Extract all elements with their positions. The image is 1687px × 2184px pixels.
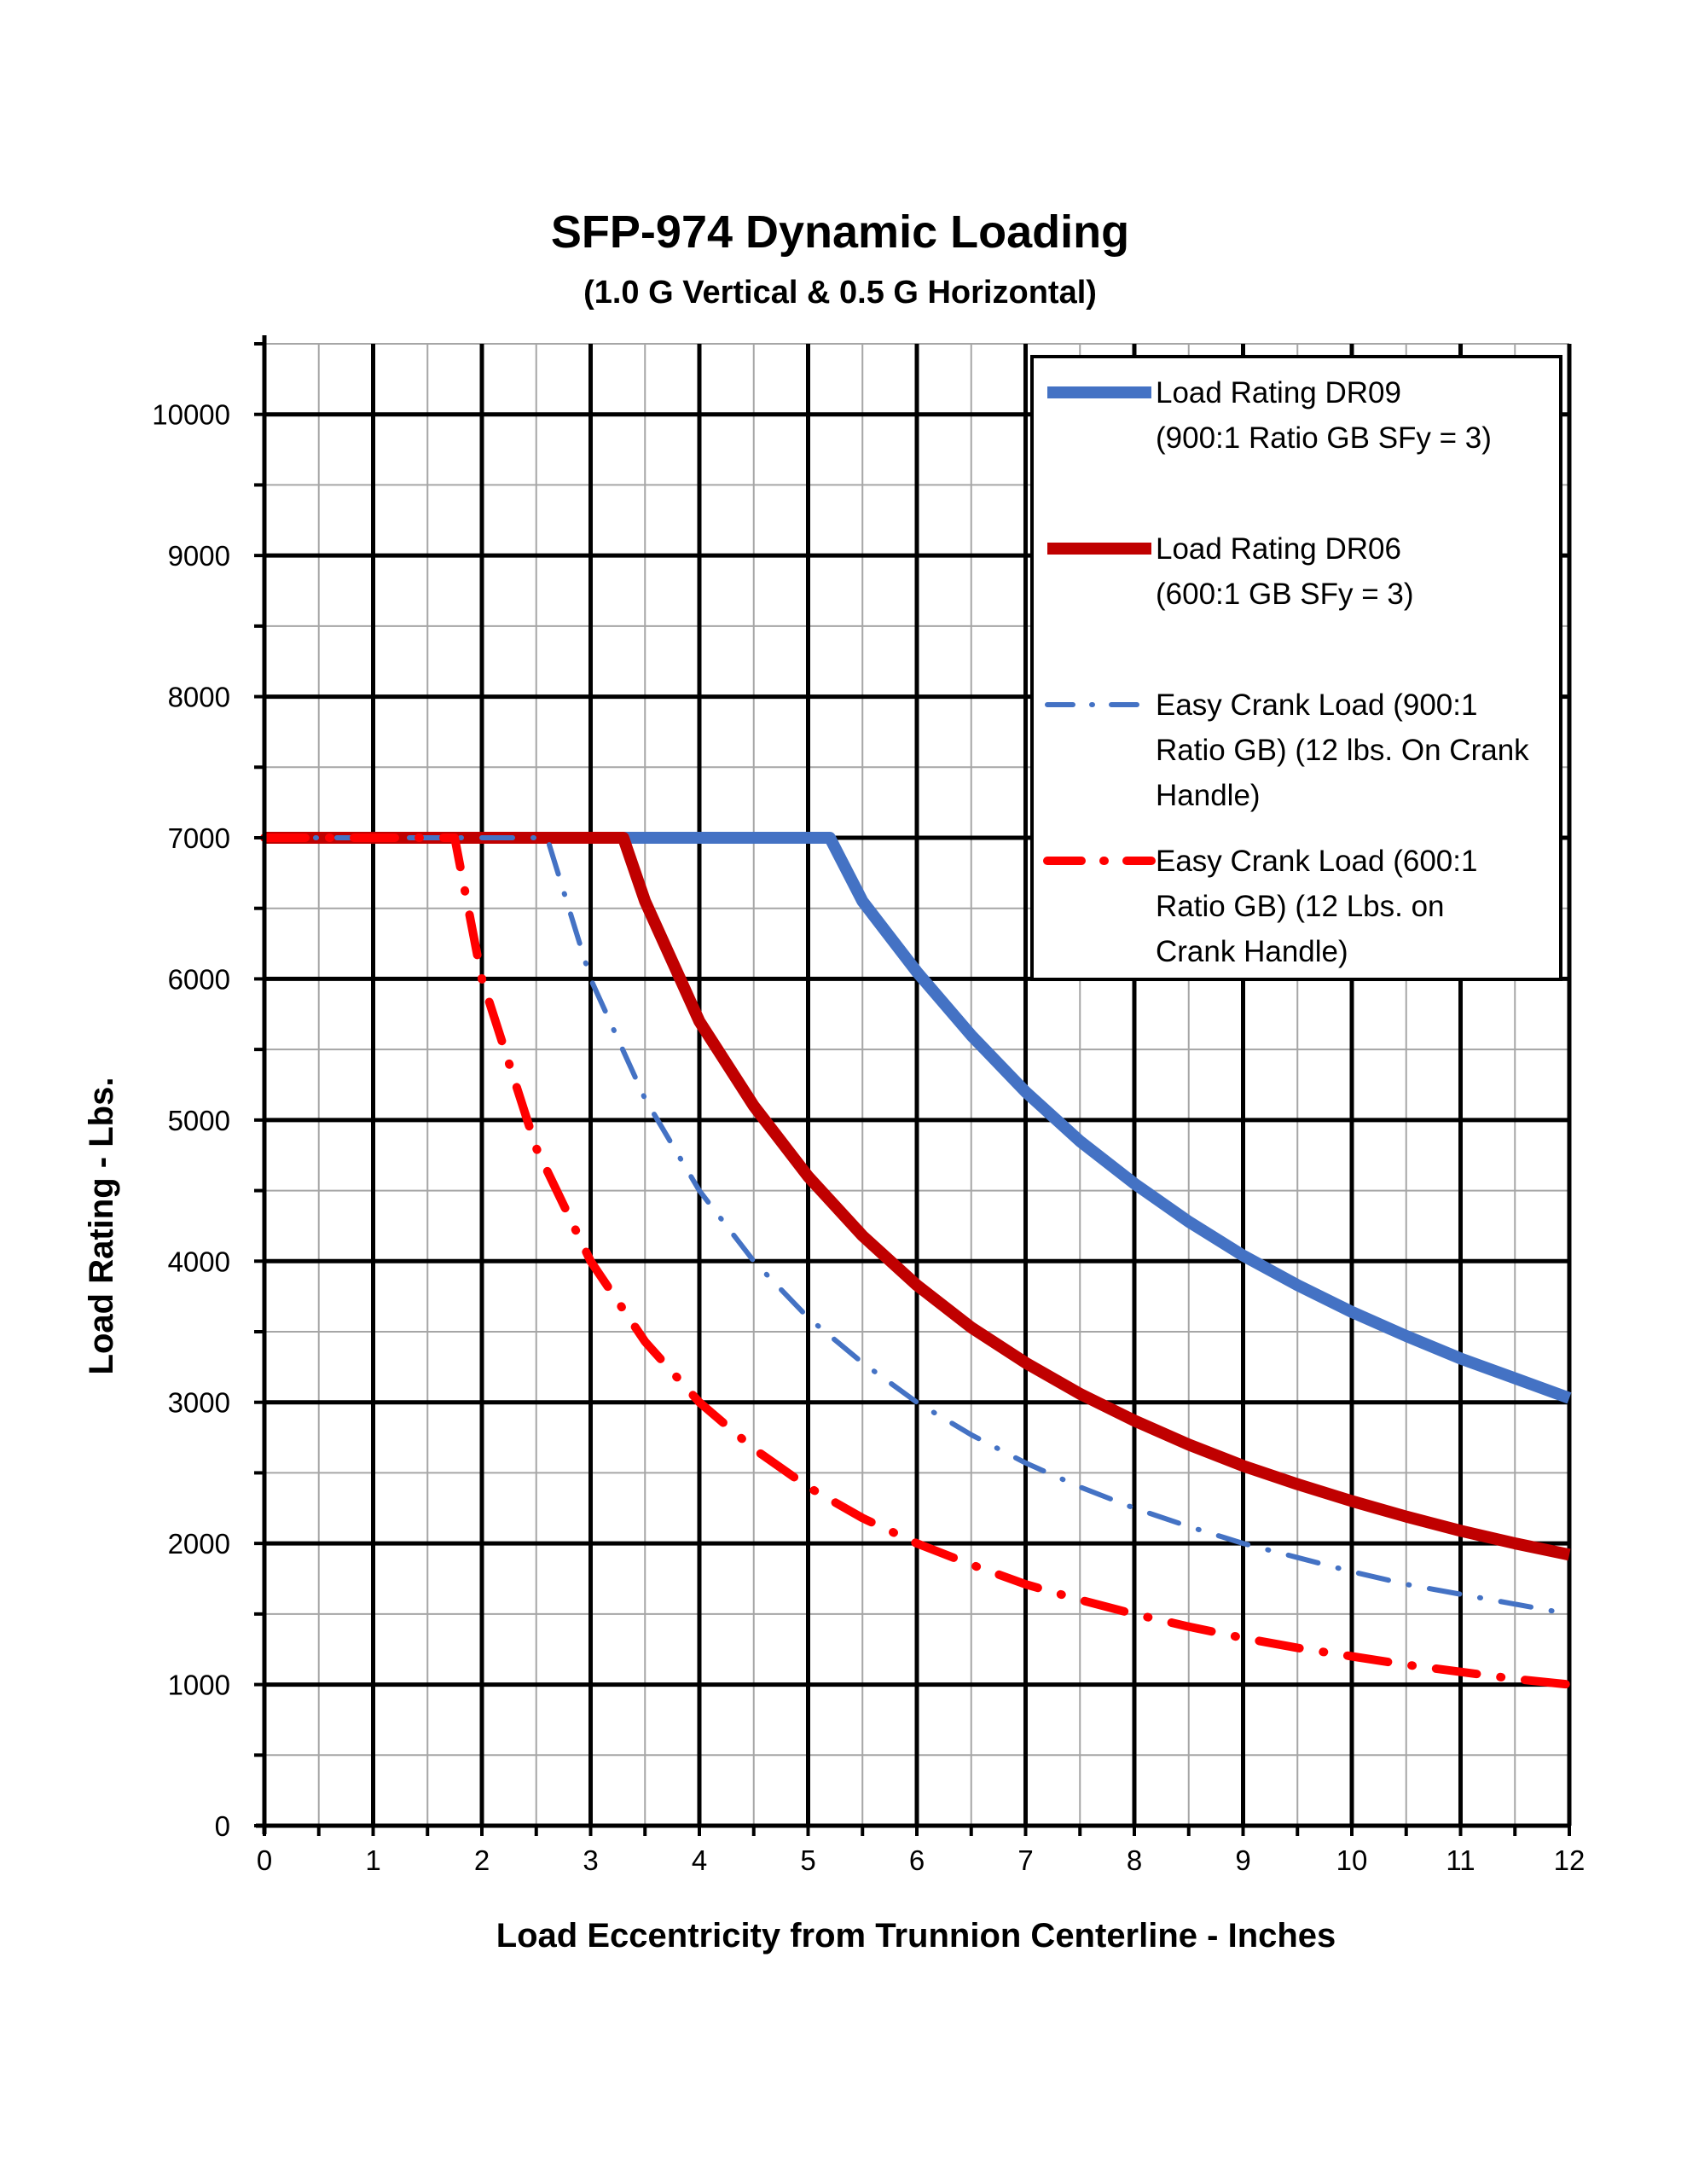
y-tick-label: 7000 [168, 822, 230, 854]
legend-label-1: (900:1 Ratio GB SFy = 3) [1156, 421, 1492, 455]
chart-title: SFP-974 Dynamic Loading [551, 206, 1129, 258]
x-tick-label: 1 [365, 1844, 380, 1876]
series-line-1 [264, 832, 1572, 1404]
legend-label-1: Load Rating DR09 [1156, 376, 1401, 410]
y-tick-label: 0 [215, 1810, 230, 1842]
y-tick-label: 5000 [168, 1105, 230, 1136]
y-tick-label: 10000 [152, 399, 230, 431]
y-tick-label: 6000 [168, 963, 230, 995]
x-tick-label: 7 [1017, 1844, 1033, 1876]
x-tick-label: 6 [909, 1844, 925, 1876]
legend-label-4: Crank Handle) [1156, 935, 1348, 968]
x-tick-label: 4 [692, 1844, 707, 1876]
legend-label-4: Ratio GB) (12 Lbs. on [1156, 890, 1445, 923]
y-tick-label: 8000 [168, 682, 230, 713]
x-tick-label: 5 [800, 1844, 815, 1876]
series-line-4 [260, 834, 1574, 1689]
legend-label-2: (600:1 GB SFy = 3) [1156, 578, 1414, 611]
x-tick-label: 12 [1554, 1844, 1586, 1876]
x-tick-label: 8 [1127, 1844, 1142, 1876]
y-tick-label: 1000 [168, 1670, 230, 1701]
y-axis-label: Load Rating - Lbs. [83, 1077, 120, 1375]
axes [254, 335, 1571, 1836]
series-line-3 [262, 835, 1572, 1617]
series-layer [260, 832, 1574, 1689]
legend: Load Rating DR09 (900:1 Ratio GB SFy = 3)… [1030, 355, 1562, 981]
legend-label-2: Load Rating DR06 [1156, 532, 1401, 566]
y-tick-labels: 0 1000 2000 3000 4000 5000 6000 7000 8000 9000 100… [152, 399, 230, 1842]
x-tick-label: 0 [257, 1844, 272, 1876]
y-tick-label: 2000 [168, 1528, 230, 1560]
series-line-2 [264, 832, 1571, 1561]
chart-subtitle: (1.0 G Vertical & 0.5 G Horizontal) [583, 275, 1097, 311]
legend-box [1030, 355, 1562, 981]
y-tick-label: 9000 [168, 540, 230, 572]
x-tick-label: 9 [1235, 1844, 1250, 1876]
legend-label-4: Easy Crank Load (600:1 [1156, 845, 1477, 878]
x-tick-label: 2 [474, 1844, 490, 1876]
legend-label-3: Handle) [1156, 779, 1261, 812]
x-tick-label: 11 [1446, 1844, 1475, 1876]
x-axis-label: Load Eccentricity from Trunnion Centerli… [496, 1917, 1336, 1955]
x-tick-label: 3 [583, 1844, 598, 1876]
y-tick-label: 4000 [168, 1246, 230, 1277]
x-tick-labels: 0 1 2 3 4 5 6 7 8 9 10 11 12 [257, 1844, 1586, 1876]
legend-label-3: Easy Crank Load (900:1 [1156, 688, 1477, 722]
x-tick-label: 10 [1336, 1844, 1368, 1876]
legend-label-3: Ratio GB) (12 lbs. On Crank [1156, 734, 1529, 767]
y-tick-label: 3000 [168, 1387, 230, 1419]
